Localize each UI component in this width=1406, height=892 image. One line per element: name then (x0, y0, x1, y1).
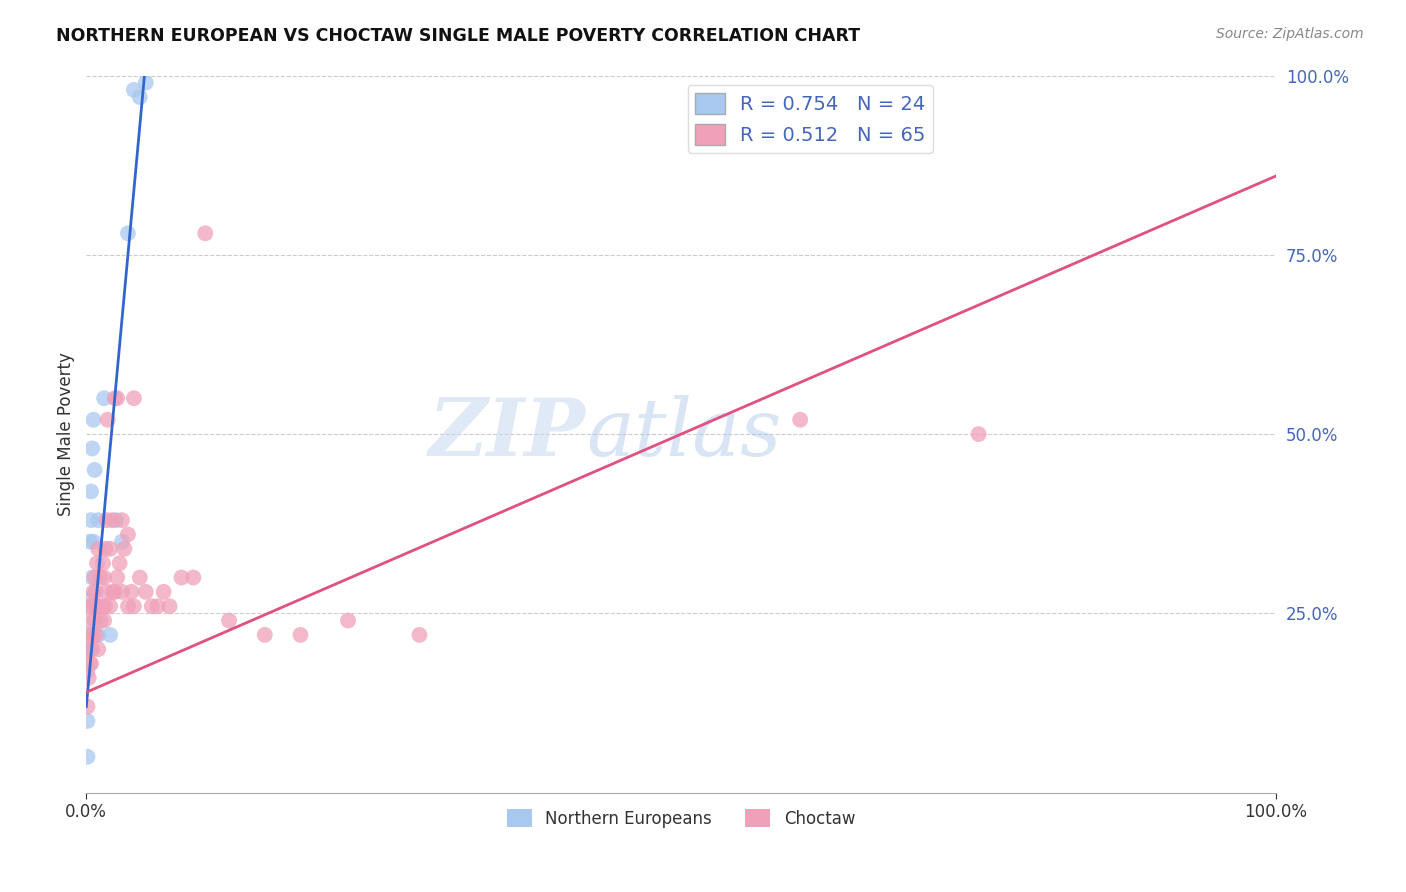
Point (90, 614, 112, 628)
Point (111, 513, 134, 527)
Point (87, 513, 110, 527)
Point (93, 570, 115, 584)
Point (105, 570, 128, 584)
Point (967, 427, 990, 442)
Point (76, 664, 98, 678)
Y-axis label: Single Male Poverty: Single Male Poverty (58, 352, 75, 516)
Point (253, 628, 276, 642)
Point (79, 534, 101, 549)
Point (194, 227, 217, 241)
Point (170, 570, 193, 584)
Point (337, 614, 360, 628)
Point (101, 513, 124, 527)
Point (96, 513, 118, 527)
Point (82, 442, 104, 456)
Point (76, 699, 98, 714)
Point (84, 628, 107, 642)
Point (183, 570, 205, 584)
Point (146, 599, 169, 614)
Point (86, 556, 108, 570)
Point (80, 484, 103, 499)
Point (152, 585, 174, 599)
Point (104, 391, 127, 405)
Point (96, 585, 118, 599)
Point (105, 513, 128, 527)
Point (117, 527, 139, 541)
Point (122, 391, 145, 405)
Point (94, 541, 117, 556)
Point (122, 599, 145, 614)
Point (82, 534, 104, 549)
Point (80, 513, 103, 527)
Point (87, 628, 110, 642)
Point (121, 585, 143, 599)
Point (135, 585, 157, 599)
Point (86, 599, 108, 614)
Text: NORTHERN EUROPEAN VS CHOCTAW SINGLE MALE POVERTY CORRELATION CHART: NORTHERN EUROPEAN VS CHOCTAW SINGLE MALE… (56, 27, 860, 45)
Point (117, 599, 139, 614)
Point (83, 463, 105, 477)
Point (83, 614, 105, 628)
Point (111, 534, 134, 549)
Legend: Northern Europeans, Choctaw: Northern Europeans, Choctaw (501, 803, 862, 835)
Text: atlas: atlas (586, 395, 782, 473)
Point (83, 570, 105, 584)
Point (98, 541, 121, 556)
Point (82, 413, 104, 427)
Point (97, 413, 120, 427)
Point (91, 599, 114, 614)
Point (117, 227, 139, 241)
Point (77, 628, 100, 642)
Point (79, 642, 101, 657)
Point (82, 642, 104, 657)
Point (76, 749, 98, 764)
Point (82, 570, 104, 584)
Point (80, 628, 103, 642)
Point (108, 556, 131, 570)
Point (82, 599, 104, 614)
Point (82, 628, 104, 642)
Point (79, 657, 101, 671)
Point (84, 585, 107, 599)
Point (122, 83, 145, 97)
Point (76, 642, 98, 657)
Point (408, 628, 430, 642)
Point (77, 592, 100, 607)
Point (111, 585, 134, 599)
Point (135, 76, 157, 90)
Point (98, 599, 121, 614)
Point (105, 391, 128, 405)
Point (218, 614, 240, 628)
Point (79, 599, 101, 614)
Point (87, 599, 110, 614)
Point (159, 599, 181, 614)
Point (104, 585, 127, 599)
Point (77, 614, 100, 628)
Text: Source: ZipAtlas.com: Source: ZipAtlas.com (1216, 27, 1364, 41)
Point (93, 391, 115, 405)
Point (290, 628, 312, 642)
Point (90, 570, 112, 584)
Point (98, 628, 121, 642)
Point (87, 642, 110, 657)
Point (128, 90, 150, 104)
Point (128, 570, 150, 584)
Point (91, 556, 114, 570)
Point (87, 541, 110, 556)
Point (82, 585, 104, 599)
Point (76, 714, 98, 728)
Point (77, 671, 100, 685)
Point (101, 585, 124, 599)
Point (93, 614, 115, 628)
Point (94, 599, 117, 614)
Point (80, 657, 103, 671)
Point (789, 413, 811, 427)
Point (141, 599, 163, 614)
Text: ZIP: ZIP (429, 395, 586, 473)
Point (112, 541, 135, 556)
